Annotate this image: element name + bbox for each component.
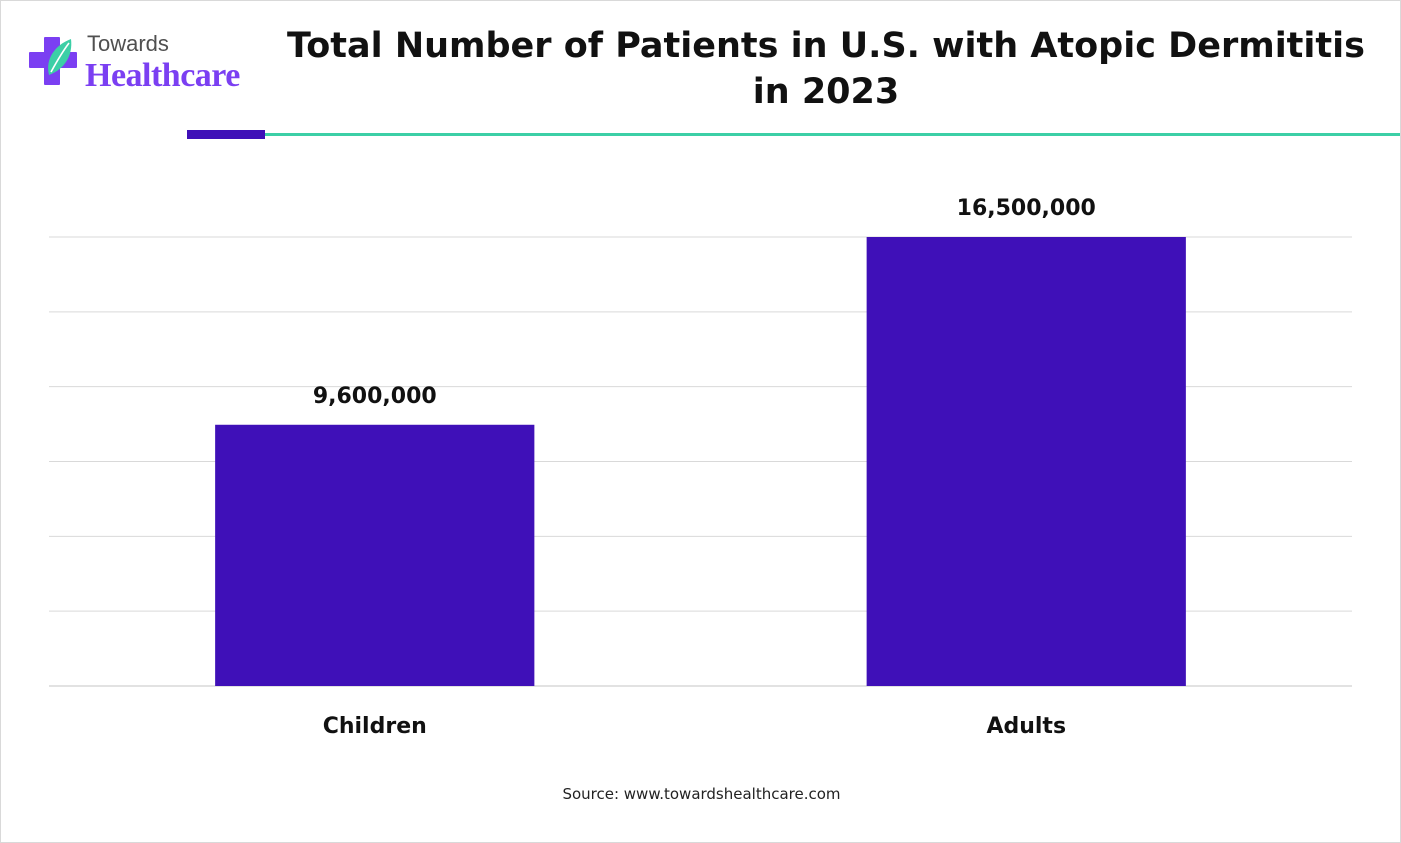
logo-text-healthcare: Healthcare bbox=[85, 57, 240, 94]
brand-logo: Towards Healthcare bbox=[27, 29, 267, 101]
data-labels: 9,600,000 16,500,000 bbox=[313, 196, 1096, 409]
title-underline-rule bbox=[265, 133, 1400, 136]
category-labels: Children Adults bbox=[323, 714, 1066, 739]
category-label-children: Children bbox=[323, 714, 427, 739]
title-underline-accent bbox=[187, 130, 265, 139]
category-label-adults: Adults bbox=[986, 714, 1066, 739]
bar-adults bbox=[866, 237, 1186, 686]
data-label-adults: 16,500,000 bbox=[957, 196, 1096, 221]
chart-title: Total Number of Patients in U.S. with At… bbox=[287, 26, 1365, 112]
data-label-children: 9,600,000 bbox=[313, 384, 437, 409]
source-note: Source: www.towardshealthcare.com bbox=[562, 785, 841, 803]
logo-text-towards: Towards bbox=[87, 31, 169, 56]
medical-cross-leaf-icon bbox=[29, 37, 77, 85]
bars bbox=[215, 237, 1186, 686]
bar-children bbox=[215, 424, 535, 686]
